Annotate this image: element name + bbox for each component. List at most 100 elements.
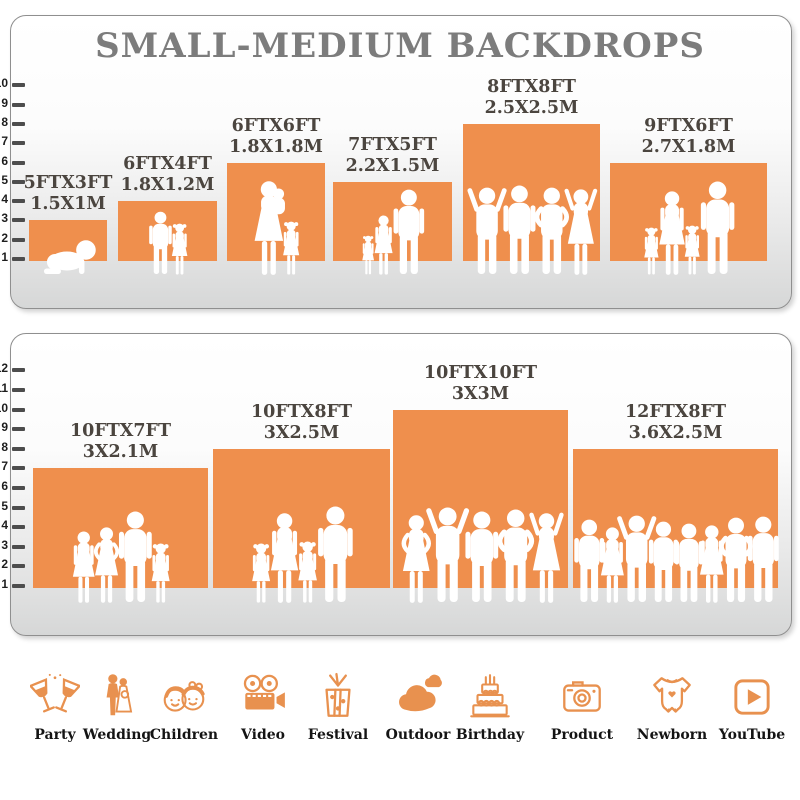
ruler-tick-label: 2 bbox=[1, 557, 8, 572]
backdrop-size-m: 2.7X1.8M bbox=[641, 136, 736, 157]
ruler-tick-label: 5 bbox=[1, 498, 8, 513]
backdrop-size-m: 3.6X2.5M bbox=[628, 422, 723, 443]
ruler-tick bbox=[12, 564, 25, 569]
backdrop-size-label: 12FTX8FT 3.6X2.5M bbox=[576, 402, 776, 444]
backdrop-size-m: 1.5X1M bbox=[30, 194, 106, 215]
ruler-tick bbox=[12, 486, 25, 491]
ruler-tick-label: 7 bbox=[1, 459, 8, 474]
backdrop-size-m: 1.8X1.2M bbox=[120, 175, 215, 196]
category-label: YouTube bbox=[718, 727, 786, 743]
party-icon bbox=[30, 673, 80, 713]
ruler-tick bbox=[12, 466, 25, 471]
ruler-tick bbox=[12, 199, 25, 204]
backdrop-size-ft: 10FTX8FT bbox=[250, 401, 352, 422]
category-label: Party bbox=[34, 727, 76, 743]
ruler-tick-label: 8 bbox=[1, 439, 8, 454]
category-item-youtube: YouTube bbox=[707, 672, 797, 743]
category-item-newborn: Newborn bbox=[627, 672, 717, 743]
ruler-tick bbox=[12, 257, 25, 262]
backdrop-bar bbox=[333, 181, 452, 261]
backdrop-bar bbox=[118, 201, 217, 261]
ruler-tick bbox=[12, 427, 25, 432]
category-item-festival: Festival bbox=[293, 672, 383, 743]
ruler-tick bbox=[12, 121, 25, 126]
category-label: Wedding bbox=[82, 727, 152, 743]
category-item-product: Product bbox=[537, 672, 627, 743]
ruler-tick bbox=[12, 160, 25, 165]
backdrop-size-label: 10FTX10FT 3X3M bbox=[381, 363, 581, 405]
birthday-icon bbox=[470, 674, 510, 718]
ruler-tick-label: 6 bbox=[1, 479, 8, 494]
backdrop-size-ft: 10FTX7FT bbox=[69, 421, 171, 442]
ruler-tick-label: 9 bbox=[1, 420, 8, 435]
ruler-tick-label: 9 bbox=[1, 95, 8, 110]
category-label: Festival bbox=[307, 727, 369, 743]
backdrop-size-ft: 12FTX8FT bbox=[624, 401, 726, 422]
backdrop-bar bbox=[227, 162, 325, 261]
ruler-tick-label: 7 bbox=[1, 134, 8, 149]
panel-small-backdrops-lower: 12345678910111210FTX7FT3X2.1M10FTX8FT3X2… bbox=[0, 333, 792, 636]
backdrop-size-label: 6FTX4FT 1.8X1.2M bbox=[68, 154, 268, 196]
category-label: Children bbox=[149, 727, 219, 743]
backdrop-size-label: 10FTX7FT 3X2.1M bbox=[21, 421, 221, 463]
category-row: Party Wedding Children Video Festival Outdoor… bbox=[0, 660, 800, 780]
category-item-children: Children bbox=[139, 672, 229, 743]
backdrop-size-ft: 7FTX5FT bbox=[348, 134, 437, 155]
ruler-tick bbox=[12, 446, 25, 451]
backdrop-size-m: 2.2X1.5M bbox=[345, 155, 440, 176]
backdrop-size-ft: 6FTX6FT bbox=[231, 115, 321, 136]
festival-icon bbox=[325, 672, 351, 717]
backdrop-size-m: 2.5X2.5M bbox=[484, 97, 579, 118]
category-label: Video bbox=[241, 727, 285, 743]
category-label: Product bbox=[550, 727, 614, 743]
backdrop-size-m: 3X3M bbox=[451, 383, 510, 404]
backdrop-bar bbox=[393, 409, 568, 588]
ruler-tick bbox=[12, 368, 25, 373]
page-title: SMALL-MEDIUM BACKDROPS bbox=[95, 26, 705, 66]
category-item-wedding: Wedding bbox=[72, 672, 162, 743]
category-item-birthday: Birthday bbox=[445, 672, 535, 743]
ruler-tick-label: 3 bbox=[1, 537, 8, 552]
product-icon bbox=[563, 681, 601, 712]
youtube-icon bbox=[734, 679, 770, 715]
backdrop-size-label: 7FTX5FT 2.2X1.5M bbox=[293, 135, 493, 177]
category-item-party: Party bbox=[10, 672, 100, 743]
backdrop-size-ft: 9FTX6FT bbox=[644, 115, 733, 136]
ruler-tick-label: 11 bbox=[0, 381, 8, 396]
ruler-tick-label: 10 bbox=[0, 76, 8, 91]
ruler-tick-label: 2 bbox=[1, 230, 8, 245]
ruler-tick bbox=[12, 83, 25, 88]
category-label: Newborn bbox=[636, 727, 708, 743]
backdrop-size-ft: 5FTX3FT bbox=[23, 173, 113, 194]
backdrop-size-label: 9FTX6FT 2.7X1.8M bbox=[589, 116, 789, 158]
video-icon bbox=[243, 674, 285, 710]
backdrop-size-ft: 10FTX10FT bbox=[423, 362, 538, 383]
ruler-tick bbox=[12, 407, 25, 412]
ruler-tick-label: 10 bbox=[0, 400, 8, 415]
category-label: Birthday bbox=[455, 727, 525, 743]
backdrop-size-label: 10FTX8FT 3X2.5M bbox=[202, 402, 402, 444]
ruler-tick bbox=[12, 584, 25, 589]
category-label: Outdoor bbox=[385, 727, 451, 743]
ruler-tick-label: 5 bbox=[1, 172, 8, 187]
backdrop-size-ft: 8FTX8FT bbox=[487, 76, 576, 97]
ruler-tick bbox=[12, 525, 25, 530]
newborn-icon bbox=[653, 677, 691, 713]
backdrop-bar bbox=[573, 448, 778, 588]
backdrop-bar bbox=[463, 123, 600, 261]
children-icon bbox=[163, 681, 205, 712]
backdrop-bar bbox=[610, 162, 767, 261]
backdrop-size-label: 5FTX3FT 1.5X1M bbox=[0, 173, 168, 215]
wedding-icon bbox=[106, 674, 133, 716]
category-item-video: Video bbox=[218, 672, 308, 743]
category-item-outdoor: Outdoor bbox=[373, 672, 463, 743]
ruler-tick-label: 3 bbox=[1, 211, 8, 226]
ruler-tick bbox=[12, 388, 25, 393]
ruler-tick-label: 1 bbox=[1, 577, 8, 592]
ruler-tick bbox=[12, 102, 25, 107]
backdrop-bar bbox=[213, 448, 390, 588]
backdrop-size-ft: 6FTX4FT bbox=[123, 154, 212, 175]
ruler-tick bbox=[12, 141, 25, 146]
ruler-tick bbox=[12, 237, 25, 242]
ruler-tick bbox=[12, 505, 25, 510]
